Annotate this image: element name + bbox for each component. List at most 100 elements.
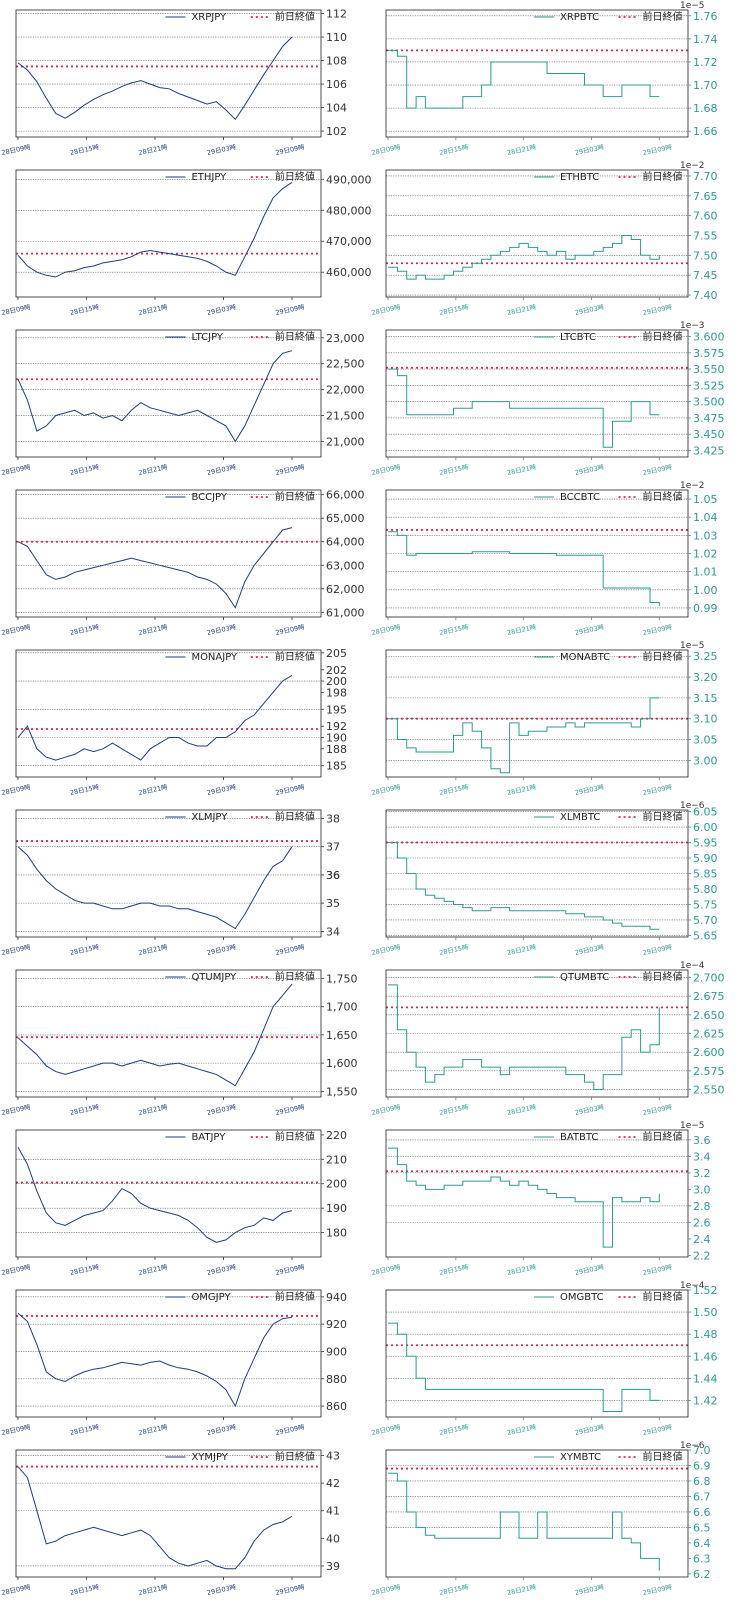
x-tick-label: 29日03時 bbox=[574, 303, 605, 317]
chart-panel-batjpy: 180 190 200 210 220 28日09時 28日15時 28日21時 29日03時 2… bbox=[0, 1120, 362, 1280]
x-tick-label: 28日09時 bbox=[1, 1263, 32, 1277]
legend-prev-close-label: 前日終値 bbox=[275, 490, 315, 503]
plot-frame bbox=[15, 809, 322, 938]
y-tick-label: 5.95 bbox=[693, 837, 718, 850]
legend-series-label: QTUMBTC bbox=[560, 972, 609, 983]
legend-prev-close-label: 前日終値 bbox=[275, 1290, 315, 1303]
x-tick-label: 28日09時 bbox=[371, 143, 402, 157]
y-tick-label: 1,600 bbox=[326, 1057, 358, 1070]
y-tick-label: 104 bbox=[326, 102, 347, 115]
x-tick-label: 28日09時 bbox=[1, 1103, 32, 1117]
x-tick-label: 29日03時 bbox=[206, 303, 237, 317]
legend-series-label: BCCBTC bbox=[560, 492, 600, 503]
series-line-batbtc bbox=[388, 1147, 660, 1248]
chart-panel-ethbtc: 7.40 7.45 7.50 7.55 7.60 7.65 7.70 1e−2 28日09時 28… bbox=[371, 160, 734, 320]
y-tick-label: 3.6 bbox=[693, 1134, 711, 1147]
series-line-omgjpy bbox=[17, 1312, 293, 1408]
x-tick-label: 29日03時 bbox=[574, 943, 605, 957]
y-tick-label: 1,650 bbox=[326, 1029, 358, 1042]
y-tick-label: 2.8 bbox=[693, 1200, 711, 1213]
y-tick-label: 1,750 bbox=[326, 972, 358, 985]
y-tick-label: 39 bbox=[326, 1560, 340, 1573]
series-line-ltcbtc bbox=[388, 368, 660, 448]
x-tick-label: 28日09時 bbox=[1, 623, 32, 637]
y-tick-label: 3.425 bbox=[693, 444, 725, 457]
y-tick-label: 190 bbox=[326, 731, 347, 744]
x-tick-label: 28日21時 bbox=[138, 303, 169, 317]
y-tick-label: 6.2 bbox=[693, 1568, 711, 1581]
series-line-ltcjpy bbox=[17, 350, 293, 443]
y-tick-label: 2.650 bbox=[693, 1009, 725, 1022]
chart-svg: 0.99 1.00 1.01 1.02 1.03 1.04 1.05 1e−2 28日09時 28… bbox=[371, 481, 718, 637]
chart-panel-qtumbtc: 2.550 2.575 2.600 2.625 2.650 2.675 2.700 1e−4 2… bbox=[371, 960, 734, 1120]
x-tick-label: 29日03時 bbox=[206, 623, 237, 637]
y-tick-label: 1,700 bbox=[326, 1001, 358, 1014]
series-line-monabtc bbox=[388, 697, 660, 774]
chart-panel-bccjpy: 61,000 62,000 63,000 64,000 65,000 66,000 28日0… bbox=[0, 480, 365, 640]
chart-svg: 21,000 21,500 22,000 22,500 23,000 28日09時 28日1… bbox=[1, 329, 365, 477]
legend-series-label: BCCJPY bbox=[191, 492, 227, 503]
y-tick-label: 6.8 bbox=[693, 1475, 711, 1488]
y-tick-label: 1.70 bbox=[693, 79, 718, 92]
legend-series-label: LTCBTC bbox=[560, 332, 596, 343]
legend-prev-close-label: 前日終値 bbox=[275, 10, 315, 23]
plot-frame bbox=[15, 169, 322, 298]
y-tick-label: 65,000 bbox=[326, 512, 365, 525]
x-tick-label: 29日03時 bbox=[574, 463, 605, 477]
y-tick-label: 3.475 bbox=[693, 412, 725, 425]
x-tick-label: 28日09時 bbox=[1, 943, 32, 957]
y-tick-label: 36 bbox=[326, 869, 340, 882]
x-tick-label: 29日09時 bbox=[275, 783, 306, 797]
y-tick-label: 3.0 bbox=[693, 1183, 711, 1196]
chart-svg: 102 104 106 108 110 112 28日09時 28日15時 28日21時 29日0… bbox=[1, 8, 347, 157]
y-tick-label: 35 bbox=[326, 897, 340, 910]
x-tick-label: 28日09時 bbox=[1, 143, 32, 157]
x-tick-label: 29日09時 bbox=[275, 303, 306, 317]
y-tick-label: 860 bbox=[326, 1400, 347, 1413]
y-tick-label: 200 bbox=[326, 675, 347, 688]
y-tick-label: 5.75 bbox=[693, 898, 718, 911]
x-tick-label: 29日09時 bbox=[275, 1423, 306, 1437]
y-tick-label: 5.85 bbox=[693, 868, 718, 881]
legend-prev-close-label: 前日終値 bbox=[275, 650, 315, 663]
chart-panel-xlmbtc: 5.65 5.70 5.75 5.80 5.85 5.90 5.95 6.00 6.05 1e−6… bbox=[371, 800, 734, 960]
x-tick-label: 28日15時 bbox=[69, 463, 100, 477]
x-tick-label: 28日15時 bbox=[439, 623, 470, 637]
y-tick-label: 0.99 bbox=[693, 602, 718, 615]
y-tick-label: 3.05 bbox=[693, 734, 718, 747]
y-tick-label: 3.575 bbox=[693, 347, 725, 360]
y-tick-label: 5.70 bbox=[693, 914, 718, 927]
axis-exponent: 1e−6 bbox=[680, 1441, 705, 1451]
y-tick-label: 21,500 bbox=[326, 410, 365, 423]
y-tick-label: 1.76 bbox=[693, 10, 718, 23]
x-tick-label: 28日09時 bbox=[371, 1103, 402, 1117]
x-tick-label: 29日09時 bbox=[275, 463, 306, 477]
y-tick-label: 5.65 bbox=[693, 929, 718, 942]
legend-series-label: OMGBTC bbox=[560, 1292, 604, 1303]
y-tick-label: 7.40 bbox=[693, 289, 718, 302]
y-tick-label: 36 bbox=[326, 869, 340, 882]
axis-exponent: 1e−2 bbox=[680, 481, 705, 491]
y-tick-label: 490,000 bbox=[326, 173, 372, 186]
x-tick-label: 28日09時 bbox=[371, 1423, 402, 1437]
chart-svg: 39 40 41 42 43 28日09時 28日15時 28日21時 29日03時 29日09時… bbox=[1, 1450, 340, 1597]
legend-prev-close-label: 前日終値 bbox=[643, 490, 683, 503]
series-line-ethbtc bbox=[388, 235, 660, 280]
legend-series-label: BATBTC bbox=[560, 1132, 598, 1143]
x-tick-label: 29日03時 bbox=[206, 1103, 237, 1117]
x-tick-label: 29日03時 bbox=[574, 1423, 605, 1437]
y-tick-label: 37 bbox=[326, 841, 340, 854]
y-tick-label: 1.46 bbox=[693, 1350, 718, 1363]
legend-prev-close-label: 前日終値 bbox=[643, 810, 683, 823]
x-tick-label: 28日21時 bbox=[506, 1423, 537, 1437]
y-tick-label: 7.45 bbox=[693, 269, 718, 282]
y-tick-label: 1.44 bbox=[693, 1372, 718, 1385]
y-tick-label: 480,000 bbox=[326, 204, 372, 217]
x-tick-label: 28日09時 bbox=[1, 1583, 32, 1597]
y-tick-label: 5.90 bbox=[693, 852, 718, 865]
legend-series-label: MONAJPY bbox=[191, 652, 238, 663]
y-tick-label: 6.6 bbox=[693, 1506, 711, 1519]
y-tick-label: 34 bbox=[326, 925, 340, 938]
